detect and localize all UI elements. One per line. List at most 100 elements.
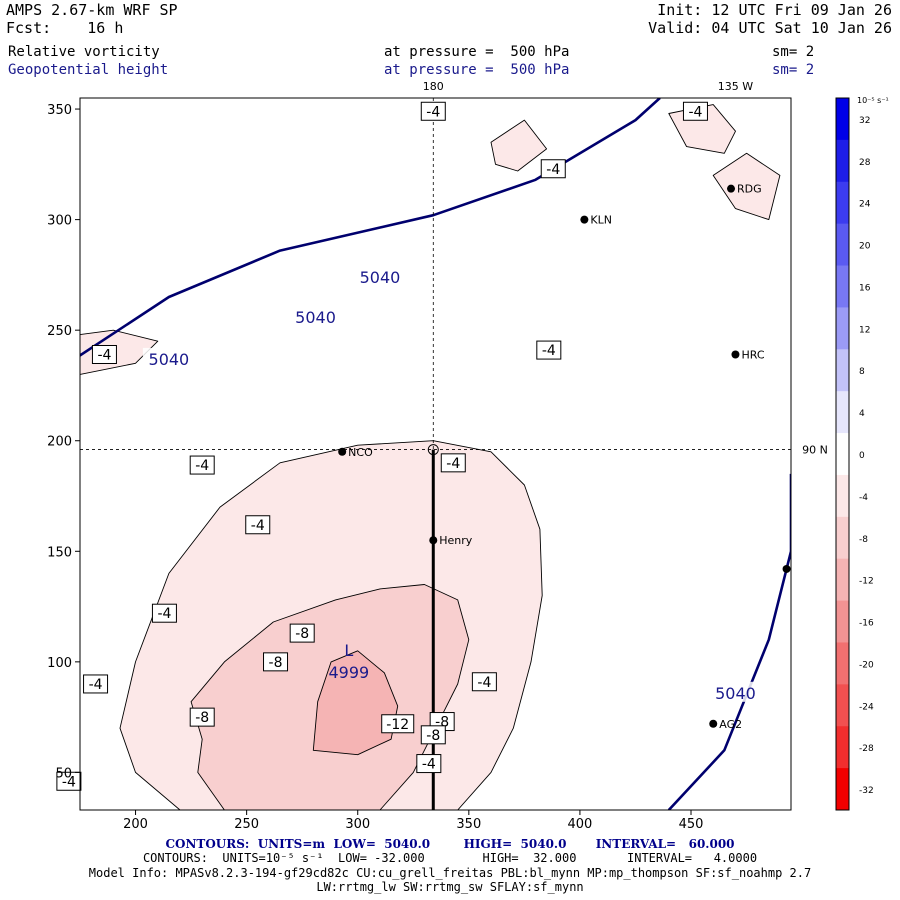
- vorticity-region-3: [490, 119, 548, 172]
- colorbar-swatch-12: [836, 600, 849, 643]
- vorticity-label-box-15: [189, 707, 215, 727]
- colorbar-swatch-11: [836, 558, 849, 602]
- station-label-4: Henry: [439, 534, 473, 547]
- vorticity-label-box-11: [420, 101, 446, 121]
- vorticity-label-18: -12: [386, 717, 409, 733]
- vorticity-label-box-3: [151, 603, 177, 623]
- variable-2-level: at pressure = 500 hPa: [384, 62, 570, 78]
- vorticity-label-box-6: [416, 754, 442, 774]
- x-tick-label-2: 300: [345, 817, 370, 832]
- variable-2-smoothing: sm= 2: [772, 62, 815, 78]
- vorticity-region-6: [312, 650, 399, 756]
- vorticity-label-box-18: [381, 714, 415, 734]
- height-label-bg-0: [353, 266, 406, 287]
- y-tick-label-3: 200: [47, 435, 72, 450]
- y-tick-label-1: 100: [47, 656, 72, 671]
- colorbar-label-15: -28: [859, 744, 874, 754]
- colorbar-label-14: -24: [859, 702, 874, 712]
- station-dot-2: [731, 350, 740, 359]
- vorticity-label-box-17: [420, 725, 446, 745]
- vorticity-label-13: -8: [295, 626, 309, 642]
- vorticity-label-box-5: [56, 771, 82, 791]
- vorticity-label-box-0: [91, 344, 117, 364]
- colorbar-swatch-7: [836, 391, 849, 434]
- colorbar-label-13: -20: [859, 660, 874, 670]
- vorticity-label-box-9: [536, 340, 562, 360]
- parallel-label: 90 N: [802, 444, 828, 457]
- station-label-1: KLN: [590, 214, 612, 227]
- vorticity-label-box-13: [289, 623, 315, 643]
- vorticity-label-14: -8: [269, 655, 283, 671]
- vorticity-label-box-14: [263, 652, 289, 672]
- corner-meridian-label: 135 W: [718, 80, 753, 93]
- height-label-bg-1: [289, 305, 342, 326]
- colorbar-swatch-13: [836, 642, 849, 685]
- colorbar-swatch-5: [836, 307, 849, 350]
- init-time: Init: 12 UTC Fri 09 Jan 26: [657, 1, 892, 19]
- colorbar-label-9: -4: [859, 493, 868, 503]
- colorbar-swatch-0: [836, 98, 849, 141]
- vorticity-label-6: -4: [422, 757, 436, 773]
- height-label-2: 5040: [149, 350, 190, 369]
- station-label-2: HRC: [741, 348, 764, 361]
- colorbar-label-7: 4: [859, 409, 865, 419]
- colorbar-label-1: 28: [859, 158, 871, 168]
- height-label-3: 5040: [715, 684, 756, 703]
- station-dot-5: [709, 719, 718, 728]
- colorbar-swatch-9: [836, 474, 849, 518]
- colorbar-label-11: -12: [859, 577, 874, 587]
- height-label-bg-2: [142, 347, 195, 368]
- vorticity-label-7: -4: [477, 675, 491, 691]
- vorticity-label-10: -4: [546, 162, 560, 178]
- vorticity-region-4: [712, 152, 781, 221]
- colorbar-label-8: 0: [859, 451, 865, 461]
- x-tick-label-3: 350: [456, 817, 481, 832]
- x-tick-label-0: 200: [123, 817, 148, 832]
- y-tick-label-5: 300: [47, 214, 72, 229]
- colorbar-label-12: -16: [859, 619, 874, 629]
- colorbar-label-16: -32: [859, 786, 874, 796]
- height-contour-1: [667, 473, 791, 810]
- vorticity-label-12: -4: [688, 104, 702, 120]
- station-dot-0: [727, 184, 736, 193]
- colorbar-swatch-4: [836, 265, 849, 308]
- station-dot-6: [782, 564, 791, 573]
- forecast-hour: Fcst: 16 h: [6, 19, 124, 37]
- colorbar-swatch-8: [836, 433, 849, 476]
- y-tick-label-0: 50: [55, 766, 72, 781]
- vorticity-label-box-10: [540, 159, 566, 179]
- vorticity-label-2: -4: [251, 518, 265, 534]
- x-tick-label-5: 450: [679, 817, 704, 832]
- colorbar-label-0: 32: [859, 116, 870, 126]
- y-tick-label-4: 250: [47, 324, 72, 339]
- x-tick-label-1: 250: [234, 817, 259, 832]
- colorbar-label-4: 16: [859, 283, 871, 293]
- vorticity-label-15: -8: [195, 710, 209, 726]
- colorbar-swatch-6: [836, 349, 849, 392]
- vorticity-label-0: -4: [97, 347, 111, 363]
- y-tick-label-2: 150: [47, 545, 72, 560]
- colorbar-frame: [835, 97, 850, 811]
- station-dot-4: [429, 536, 438, 545]
- colorbar-swatch-14: [836, 684, 849, 727]
- vorticity-label-9: -4: [542, 343, 556, 359]
- station-dot-3: [338, 447, 347, 456]
- colorbar-swatch-15: [836, 726, 849, 769]
- vorticity-label-3: -4: [157, 606, 171, 622]
- vorticity-label-box-1: [189, 455, 215, 475]
- station-dot-1: [580, 215, 589, 224]
- vorticity-label-17: -8: [426, 728, 440, 744]
- station-label-0: RDG: [737, 183, 762, 196]
- meridian-label: 180: [423, 80, 444, 93]
- model-title: AMPS 2.67-km WRF SP: [6, 1, 178, 19]
- low-center-value: 4999: [328, 663, 369, 682]
- vorticity-label-box-7: [471, 672, 497, 692]
- station-label-5: AG2: [719, 718, 742, 731]
- model-info-physics: LW:rrtmg_lw SW:rrtmg_sw SFLAY:sf_mynn: [316, 880, 584, 894]
- vorticity-label-box-4: [83, 674, 109, 694]
- vorticity-height-map: -4 -4 -4 -4 -4 -4 -4 -4 -4 -4 -4 -4 -4 -8 -8 -8 -8 -8 -12 5…: [47, 80, 889, 832]
- y-tick-label-6: 350: [47, 103, 72, 118]
- vorticity-contour-info: CONTOURS: UNITS=10⁻⁵ s⁻¹ LOW= -32.000 HI…: [142, 851, 758, 865]
- colorbar-swatch-10: [836, 516, 849, 560]
- colorbar-swatch-2: [836, 181, 849, 225]
